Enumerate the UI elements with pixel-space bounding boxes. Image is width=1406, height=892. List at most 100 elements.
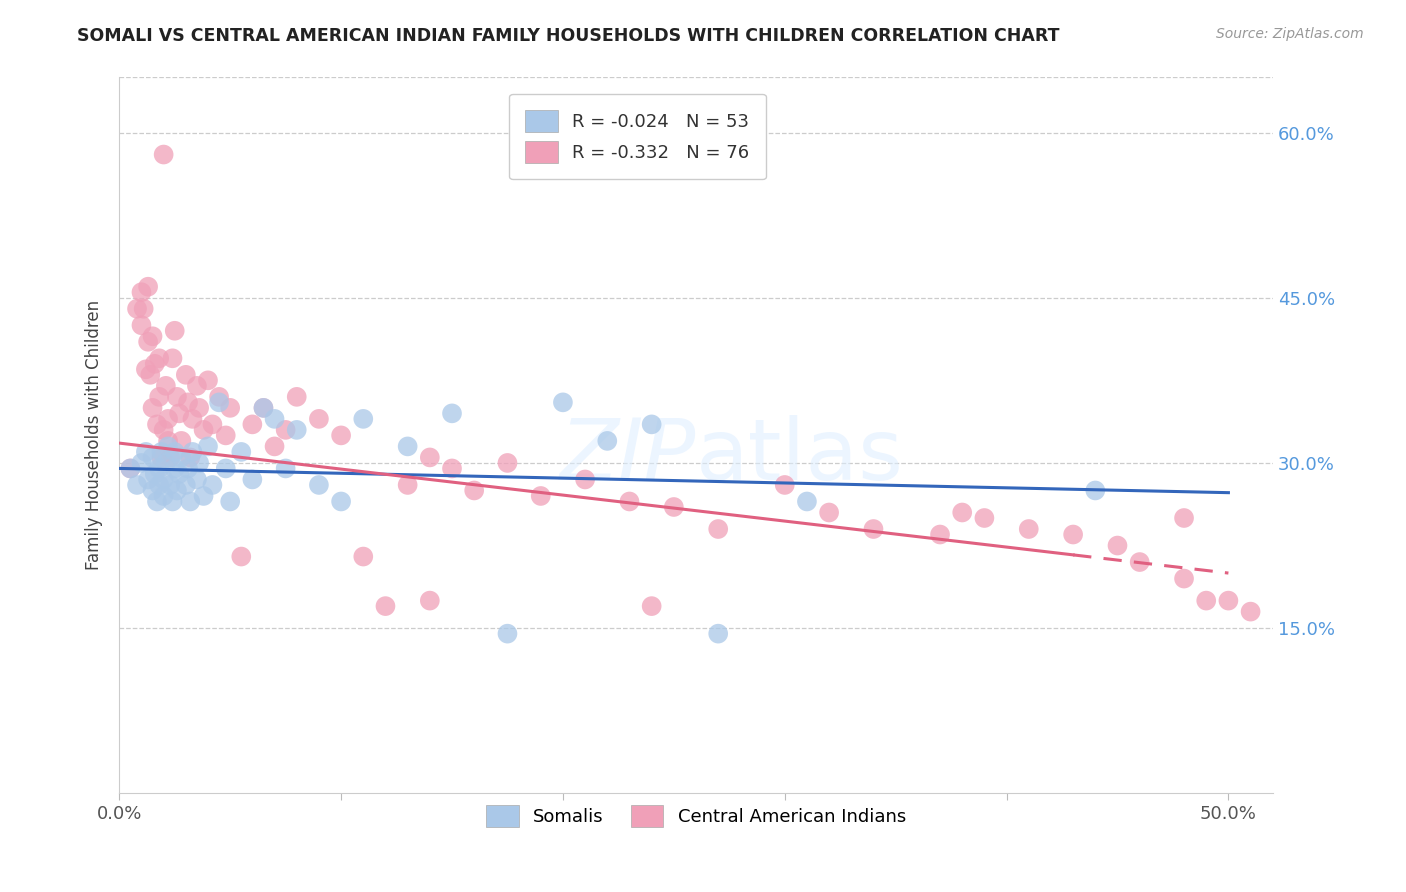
Point — [163, 461, 186, 475]
Point — [146, 417, 169, 432]
Point — [352, 549, 374, 564]
Point — [162, 494, 184, 508]
Point — [141, 483, 163, 498]
Point — [157, 434, 180, 448]
Point — [496, 456, 519, 470]
Point — [148, 461, 170, 475]
Point — [162, 351, 184, 366]
Point — [215, 461, 238, 475]
Point — [177, 395, 200, 409]
Point — [773, 478, 796, 492]
Point — [619, 494, 641, 508]
Point — [308, 412, 330, 426]
Point — [197, 439, 219, 453]
Point — [197, 373, 219, 387]
Point — [174, 478, 197, 492]
Point — [240, 417, 263, 432]
Point — [396, 478, 419, 492]
Point — [167, 467, 190, 481]
Point — [352, 412, 374, 426]
Point — [157, 412, 180, 426]
Point — [215, 428, 238, 442]
Point — [240, 473, 263, 487]
Point — [136, 334, 159, 349]
Point — [440, 406, 463, 420]
Point — [163, 445, 186, 459]
Point — [131, 285, 153, 300]
Point — [662, 500, 685, 514]
Point — [159, 478, 181, 492]
Point — [135, 445, 157, 459]
Text: atlas: atlas — [696, 416, 904, 499]
Point — [179, 450, 201, 465]
Point — [231, 549, 253, 564]
Point — [148, 478, 170, 492]
Point — [707, 626, 730, 640]
Point — [950, 506, 973, 520]
Point — [1107, 539, 1129, 553]
Point — [167, 406, 190, 420]
Point — [159, 450, 181, 465]
Point — [1239, 605, 1261, 619]
Point — [862, 522, 884, 536]
Point — [201, 478, 224, 492]
Point — [1062, 527, 1084, 541]
Y-axis label: Family Households with Children: Family Households with Children — [86, 301, 103, 571]
Point — [1173, 511, 1195, 525]
Point — [274, 461, 297, 475]
Point — [208, 390, 231, 404]
Point — [252, 401, 274, 415]
Point — [125, 301, 148, 316]
Point — [274, 423, 297, 437]
Point — [177, 461, 200, 475]
Point — [530, 489, 553, 503]
Point — [463, 483, 485, 498]
Point — [155, 456, 177, 470]
Point — [174, 368, 197, 382]
Point — [157, 439, 180, 453]
Point — [181, 412, 204, 426]
Point — [170, 434, 193, 448]
Point — [231, 445, 253, 459]
Point — [166, 483, 188, 498]
Point — [419, 450, 441, 465]
Point — [285, 423, 308, 437]
Point — [396, 439, 419, 453]
Point — [496, 626, 519, 640]
Point — [219, 494, 242, 508]
Point — [141, 401, 163, 415]
Point — [148, 390, 170, 404]
Point — [186, 473, 208, 487]
Point — [219, 401, 242, 415]
Legend: Somalis, Central American Indians: Somalis, Central American Indians — [479, 798, 912, 834]
Point — [170, 450, 193, 465]
Point — [132, 301, 155, 316]
Point — [152, 147, 174, 161]
Point — [152, 423, 174, 437]
Point — [818, 506, 841, 520]
Point — [263, 439, 285, 453]
Point — [193, 423, 215, 437]
Point — [146, 494, 169, 508]
Point — [125, 478, 148, 492]
Text: SOMALI VS CENTRAL AMERICAN INDIAN FAMILY HOUSEHOLDS WITH CHILDREN CORRELATION CH: SOMALI VS CENTRAL AMERICAN INDIAN FAMILY… — [77, 27, 1060, 45]
Point — [929, 527, 952, 541]
Point — [143, 467, 166, 481]
Point — [148, 351, 170, 366]
Point — [596, 434, 619, 448]
Point — [308, 478, 330, 492]
Point — [796, 494, 818, 508]
Point — [166, 390, 188, 404]
Point — [252, 401, 274, 415]
Point — [285, 390, 308, 404]
Point — [1018, 522, 1040, 536]
Point — [193, 489, 215, 503]
Point — [136, 279, 159, 293]
Point — [263, 412, 285, 426]
Point — [1195, 593, 1218, 607]
Point — [131, 456, 153, 470]
Point — [640, 599, 662, 613]
Point — [179, 494, 201, 508]
Point — [419, 593, 441, 607]
Point — [181, 445, 204, 459]
